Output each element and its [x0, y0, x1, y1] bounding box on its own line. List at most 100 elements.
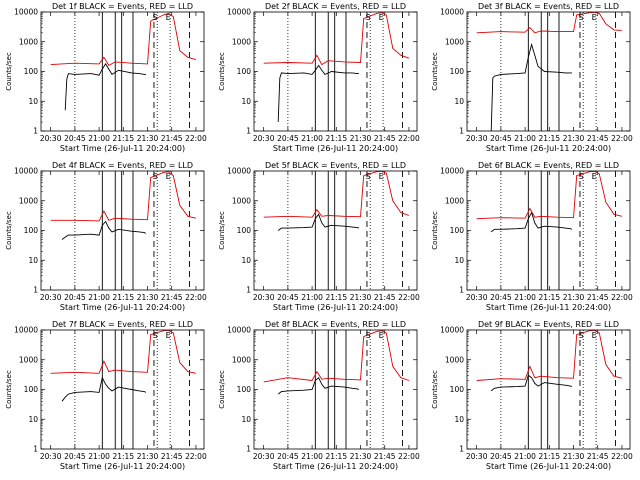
plot-area [50, 330, 196, 449]
y-tick-label: 1 [246, 445, 251, 454]
panel-det-4: Det 4f BLACK = Events, RED = LLD Start Ti… [5, 161, 207, 312]
end-marker: E [592, 331, 597, 340]
x-tick-label: 22:00 [398, 134, 420, 143]
x-tick-label: 21:45 [374, 134, 396, 143]
events-series-line [61, 220, 147, 240]
lld-series-line [263, 330, 410, 383]
x-tick-label: 21:45 [161, 134, 183, 143]
panel-det-8: Det 8f BLACK = Events, RED = LLD Start Ti… [218, 320, 420, 471]
x-tick-label: 21:30 [350, 134, 372, 143]
x-tick-label: 21:30 [350, 452, 372, 461]
end-marker: E [592, 13, 597, 22]
y-tick-label: 10 [454, 415, 464, 424]
x-tick-label: 21:00 [301, 134, 323, 143]
lld-series-line [50, 330, 196, 374]
y-tick-label: 100 [24, 67, 39, 76]
x-tick-label: 21:00 [88, 134, 110, 143]
x-tick-label: 20:30 [40, 134, 62, 143]
y-axis-label: Counts/sec [218, 211, 226, 250]
x-tick-label: 20:30 [466, 293, 488, 302]
y-axis-label: Counts/sec [5, 211, 13, 250]
panel-title: Det 7f BLACK = Events, RED = LLD [52, 320, 193, 329]
x-tick-label: 22:00 [611, 452, 633, 461]
lld-series-line [263, 171, 410, 218]
x-tick-label: 21:15 [325, 452, 347, 461]
x-tick-label: 21:15 [538, 134, 560, 143]
y-tick-label: 1000 [19, 37, 38, 46]
lld-series-line [263, 12, 410, 66]
y-tick-label: 10000 [440, 326, 464, 335]
panel-det-7: Det 7f BLACK = Events, RED = LLD Start Ti… [5, 320, 207, 471]
plot-area [476, 330, 623, 449]
x-tick-label: 20:30 [253, 452, 275, 461]
start-marker: S [579, 13, 584, 22]
x-axis-label: Start Time (26-Jul-11 20:24:00) [486, 462, 611, 471]
y-tick-label: 100 [24, 226, 39, 235]
y-tick-label: 10000 [440, 8, 464, 17]
events-series-line [277, 64, 359, 123]
start-marker: S [153, 13, 158, 22]
x-axis-label: Start Time (26-Jul-11 20:24:00) [486, 303, 611, 312]
panel-det-2: Det 2f BLACK = Events, RED = LLD Start Ti… [218, 2, 420, 153]
x-tick-label: 21:00 [514, 293, 536, 302]
plot-frame [253, 170, 418, 291]
start-marker: S [366, 331, 371, 340]
y-axis-label: Counts/sec [218, 370, 226, 409]
plot-frame [466, 11, 631, 132]
y-tick-label: 100 [450, 385, 465, 394]
plot-frame [466, 329, 631, 450]
y-tick-label: 1000 [445, 196, 464, 205]
panel-title: Det 5f BLACK = Events, RED = LLD [265, 161, 406, 170]
panel-title: Det 9f BLACK = Events, RED = LLD [478, 320, 619, 329]
y-tick-label: 100 [24, 385, 39, 394]
x-tick-label: 20:45 [490, 134, 512, 143]
y-axis-label: Counts/sec [431, 370, 439, 409]
x-tick-label: 20:30 [466, 452, 488, 461]
x-tick-label: 21:00 [301, 293, 323, 302]
x-tick-label: 20:30 [40, 293, 62, 302]
panel-det-1: Det 1f BLACK = Events, RED = LLD Start Ti… [5, 2, 207, 153]
events-series-line [277, 213, 360, 231]
lld-series-line [476, 330, 623, 381]
start-marker: S [579, 172, 584, 181]
end-marker: E [166, 13, 171, 22]
x-tick-label: 21:15 [112, 134, 134, 143]
plot-frame [40, 170, 205, 291]
y-tick-label: 1000 [19, 355, 38, 364]
x-tick-label: 21:30 [563, 293, 585, 302]
x-tick-label: 22:00 [398, 452, 420, 461]
lld-series-line [50, 12, 197, 67]
y-tick-label: 10 [454, 97, 464, 106]
y-tick-label: 10000 [440, 167, 464, 176]
y-tick-label: 1000 [19, 196, 38, 205]
plot-area [476, 12, 622, 131]
y-axis-label: Counts/sec [218, 52, 226, 91]
panel-det-3: Det 3f BLACK = Events, RED = LLD Start Ti… [431, 2, 633, 153]
x-axis-label: Start Time (26-Jul-11 20:24:00) [60, 462, 185, 471]
x-tick-label: 22:00 [185, 293, 207, 302]
lld-series-line [50, 171, 197, 222]
y-tick-label: 1 [459, 127, 464, 136]
start-marker: S [366, 13, 371, 22]
x-tick-label: 20:30 [466, 134, 488, 143]
y-axis-label: Counts/sec [431, 211, 439, 250]
x-tick-label: 20:30 [253, 293, 275, 302]
x-tick-label: 21:30 [137, 134, 159, 143]
x-tick-label: 22:00 [611, 134, 633, 143]
start-marker: S [153, 172, 158, 181]
y-tick-label: 10 [28, 415, 38, 424]
x-tick-label: 21:45 [374, 293, 396, 302]
y-tick-label: 100 [237, 385, 252, 394]
events-series-line [490, 374, 573, 392]
x-tick-label: 21:45 [161, 293, 183, 302]
start-marker: S [153, 331, 158, 340]
x-tick-label: 21:30 [137, 293, 159, 302]
y-tick-label: 1 [33, 445, 38, 454]
y-tick-label: 10 [241, 97, 251, 106]
y-tick-label: 1000 [445, 37, 464, 46]
lld-series-line [476, 12, 622, 34]
x-tick-label: 20:45 [64, 134, 86, 143]
x-tick-label: 20:45 [64, 293, 86, 302]
y-tick-label: 10000 [14, 326, 38, 335]
